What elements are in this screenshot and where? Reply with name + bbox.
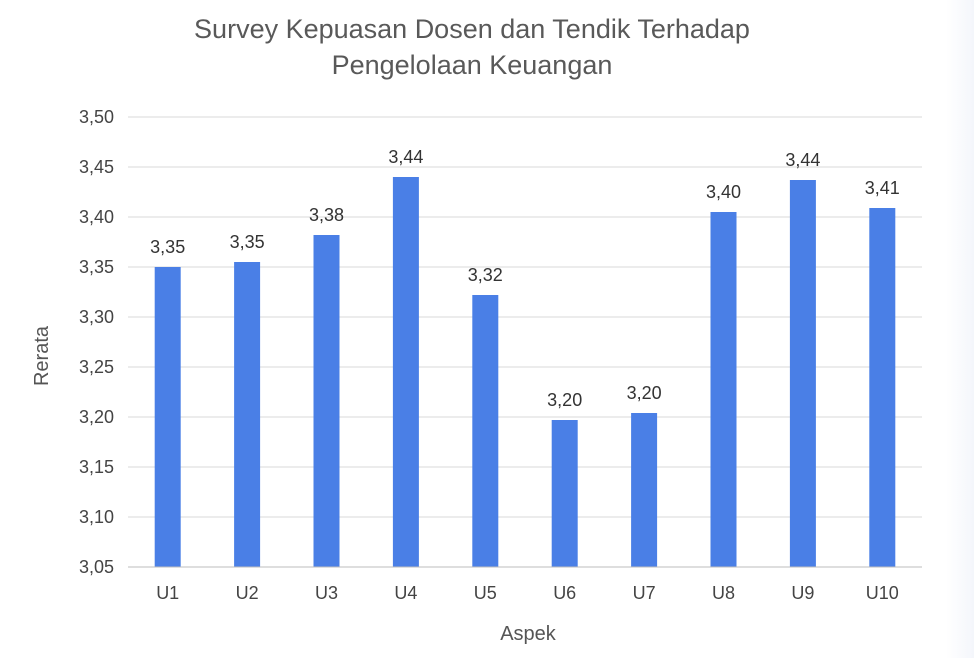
bar — [789, 180, 816, 567]
x-tick-label: U4 — [394, 583, 417, 603]
chart-title-line-2: Pengelolaan Keuangan — [332, 50, 613, 80]
x-axis-ticks: U1 U2 U3 U4 U5 U6 U7 U8 U9 U10 — [156, 583, 899, 603]
x-tick-label: U8 — [712, 583, 735, 603]
bar — [154, 267, 181, 567]
bar — [631, 413, 658, 567]
data-label: 3,41 — [865, 178, 900, 198]
y-tick-label: 3,20 — [79, 407, 114, 427]
bar — [551, 420, 578, 567]
data-label: 3,44 — [388, 147, 423, 167]
data-label: 3,44 — [785, 150, 820, 170]
x-tick-label: U1 — [156, 583, 179, 603]
y-tick-label: 3,25 — [79, 357, 114, 377]
x-tick-label: U9 — [791, 583, 814, 603]
data-label: 3,32 — [468, 265, 503, 285]
y-axis-label: Rerata — [31, 325, 53, 386]
bar — [234, 262, 261, 567]
data-labels: 3,35 3,35 3,38 3,44 3,32 3,20 3,20 3,40 3,44 3,41 — [150, 147, 900, 410]
y-tick-label: 3,30 — [79, 307, 114, 327]
data-label: 3,35 — [230, 232, 265, 252]
data-label: 3,35 — [150, 237, 185, 257]
x-tick-label: U5 — [474, 583, 497, 603]
x-tick-label: U6 — [553, 583, 576, 603]
y-tick-label: 3,15 — [79, 457, 114, 477]
y-tick-label: 3,50 — [79, 107, 114, 127]
y-axis-ticks: 3,05 3,10 3,15 3,20 3,25 3,30 3,35 3,40 3,45 3,50 — [79, 107, 114, 577]
bars — [154, 177, 896, 567]
data-label: 3,20 — [547, 390, 582, 410]
x-tick-label: U10 — [866, 583, 899, 603]
data-label: 3,20 — [627, 383, 662, 403]
data-label: 3,38 — [309, 205, 344, 225]
bar — [472, 295, 499, 567]
y-tick-label: 3,10 — [79, 507, 114, 527]
bar — [313, 235, 340, 567]
y-tick-label: 3,40 — [79, 207, 114, 227]
chart-title-line-1: Survey Kepuasan Dosen dan Tendik Terhada… — [194, 14, 750, 44]
x-tick-label: U3 — [315, 583, 338, 603]
bar — [710, 212, 737, 567]
bar — [392, 177, 419, 567]
x-tick-label: U7 — [633, 583, 656, 603]
gridlines — [128, 116, 922, 518]
bar — [869, 208, 896, 567]
data-label: 3,40 — [706, 182, 741, 202]
x-axis-label: Aspek — [500, 623, 557, 645]
y-tick-label: 3,05 — [79, 557, 114, 577]
x-tick-label: U2 — [236, 583, 259, 603]
y-tick-label: 3,45 — [79, 157, 114, 177]
y-tick-label: 3,35 — [79, 257, 114, 277]
right-edge-panel — [946, 0, 974, 658]
